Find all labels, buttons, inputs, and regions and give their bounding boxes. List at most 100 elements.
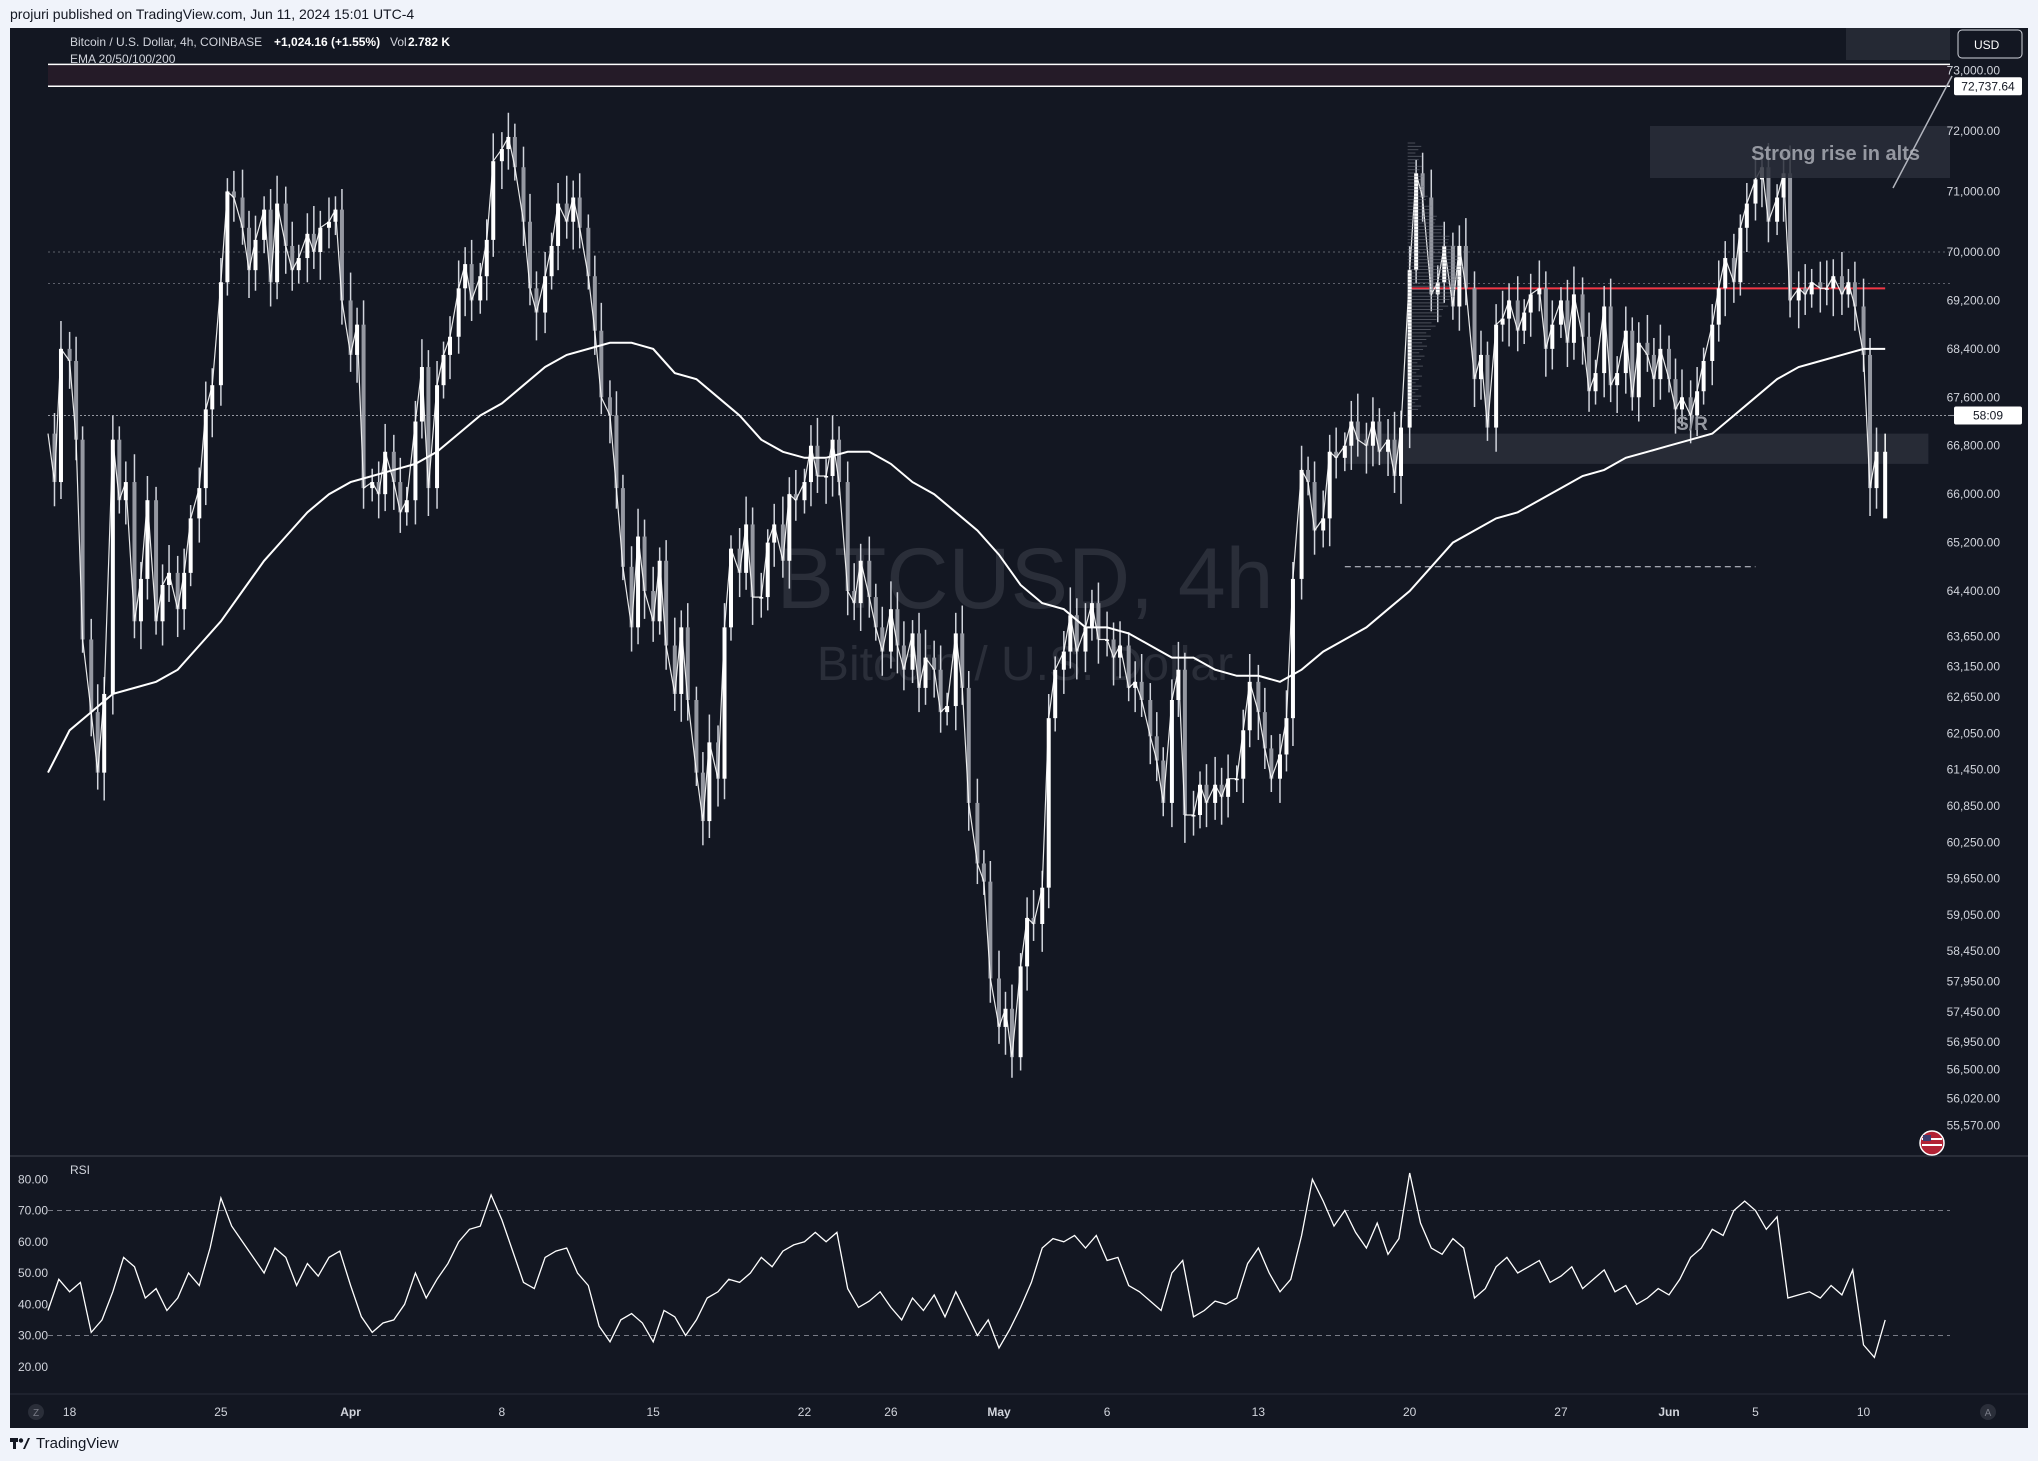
- candle-body: [867, 560, 872, 598]
- zones-layer: [48, 28, 1950, 464]
- auto-scale-button-right[interactable]: A: [1980, 1404, 1996, 1420]
- candle-body: [1515, 300, 1520, 331]
- candle-body: [1126, 645, 1131, 688]
- candle-body: [175, 572, 180, 610]
- candle-body: [311, 233, 316, 252]
- candle-body: [132, 482, 137, 622]
- candle-body: [1645, 342, 1650, 355]
- candle-body: [815, 445, 820, 476]
- ema-layer: [47, 341, 1886, 774]
- candle-body: [1651, 354, 1656, 380]
- candle-body: [1636, 342, 1641, 398]
- currency-button[interactable]: [1957, 29, 2023, 59]
- legend-ema: EMA 20/50/100/200: [70, 52, 176, 66]
- brand-name: TradingView: [36, 1435, 119, 1452]
- candle-body: [1262, 712, 1267, 749]
- candle-body: [716, 742, 721, 779]
- candle-body: [1061, 651, 1066, 670]
- alts-annotation-box[interactable]: [1650, 126, 1950, 178]
- candle-body: [543, 276, 548, 313]
- candle-body: [197, 488, 202, 519]
- price-tick-label: 58,450.00: [1947, 944, 2001, 958]
- candle-body: [651, 591, 656, 622]
- candle-body: [917, 633, 922, 688]
- candle-body: [1161, 760, 1166, 803]
- candle-body: [657, 560, 662, 622]
- auto-scale-right-label: A: [1985, 1408, 1992, 1419]
- candle-body: [728, 548, 733, 628]
- candle-body: [262, 209, 267, 240]
- candle-body: [138, 578, 143, 622]
- candle-body: [1679, 397, 1684, 410]
- rsi-tick-label: 80.00: [18, 1172, 48, 1186]
- candle-body: [506, 136, 511, 150]
- candle-body: [247, 227, 252, 271]
- candle-body: [549, 245, 554, 277]
- candle-body: [1009, 1008, 1014, 1058]
- candle-body: [888, 609, 893, 652]
- tradingview-brand[interactable]: TradingView: [10, 1435, 119, 1452]
- candle-body: [830, 439, 835, 476]
- candle-body: [1852, 282, 1857, 307]
- candle-body: [1775, 197, 1780, 222]
- candle-body: [117, 439, 122, 501]
- rsi-tick-label: 70.00: [18, 1204, 48, 1218]
- chart-frame[interactable]: BTCUSD, 4h Bitcoin / U.S. Dollar Strong …: [10, 28, 2028, 1428]
- candle-body: [1133, 681, 1138, 688]
- legend-change: +1,024.16 (+1.55%): [274, 35, 380, 49]
- candle-body: [571, 197, 576, 222]
- candle-body: [1701, 360, 1706, 392]
- candle-body: [772, 524, 777, 543]
- candle-body: [629, 566, 634, 628]
- candle-body: [1738, 227, 1743, 283]
- chart-svg[interactable]: BTCUSD, 4h Bitcoin / U.S. Dollar Strong …: [10, 28, 2028, 1428]
- chart-legend: Bitcoin / U.S. Dollar, 4h, COINBASE +1,0…: [70, 35, 450, 66]
- candle-body: [102, 693, 107, 773]
- candle-body: [376, 482, 381, 495]
- countdown-badge-label: 58:09: [1973, 408, 2003, 422]
- candle-body: [1219, 784, 1224, 797]
- price-badges: 72,737.64 58:09: [1950, 77, 2022, 425]
- candle-body: [873, 597, 878, 628]
- rsi-pane: 80.00 70.00 60.00 50.00 40.00 30.00 20.00: [18, 1172, 1950, 1374]
- currency-label: USD: [1974, 38, 2000, 52]
- candle-body: [74, 360, 79, 440]
- candle-body: [167, 572, 172, 585]
- candle-body: [89, 639, 94, 713]
- price-tick-label: 55,570.00: [1947, 1119, 2001, 1133]
- candle-body: [1688, 397, 1693, 416]
- candle-body: [283, 203, 288, 246]
- us-flag-icon[interactable]: [1919, 1130, 1945, 1156]
- sr-annotation-text: S/R: [1676, 414, 1708, 435]
- candle-body: [1420, 173, 1425, 198]
- candle-body: [240, 197, 245, 228]
- candle-body: [932, 657, 937, 670]
- candle-body: [923, 657, 928, 688]
- last-candle-body: [1883, 451, 1888, 519]
- auto-scale-button-left[interactable]: Z: [28, 1404, 44, 1420]
- candle-body: [945, 706, 950, 713]
- candle-body: [145, 500, 150, 579]
- candle-body: [1139, 681, 1144, 700]
- price-tick-label: 56,020.00: [1947, 1091, 2001, 1105]
- candle-body: [672, 645, 677, 694]
- legend-symbol: Bitcoin / U.S. Dollar, 4h, COINBASE: [70, 35, 262, 49]
- candle-body: [1824, 288, 1829, 290]
- candle-body: [1176, 669, 1181, 700]
- time-tick-label: Apr: [340, 1405, 361, 1419]
- volume-profile: [1407, 142, 1463, 410]
- price-tick-label: 57,450.00: [1947, 1005, 2001, 1019]
- rsi-tick-label: 20.00: [18, 1360, 48, 1374]
- candle-body: [58, 348, 63, 483]
- candle-body: [824, 476, 829, 478]
- time-tick-label: 22: [798, 1405, 812, 1419]
- candle-body: [1874, 451, 1879, 489]
- candle-body: [750, 524, 755, 598]
- candle-body: [305, 233, 310, 259]
- top-bar: projuri published on TradingView.com, Ju…: [0, 0, 2038, 28]
- price-tick-label: 68,400.00: [1947, 342, 2001, 356]
- candle-body: [1831, 276, 1836, 289]
- candle-body: [1861, 306, 1866, 355]
- candle-body: [290, 245, 295, 271]
- price-tick-label: 56,950.00: [1947, 1035, 2001, 1049]
